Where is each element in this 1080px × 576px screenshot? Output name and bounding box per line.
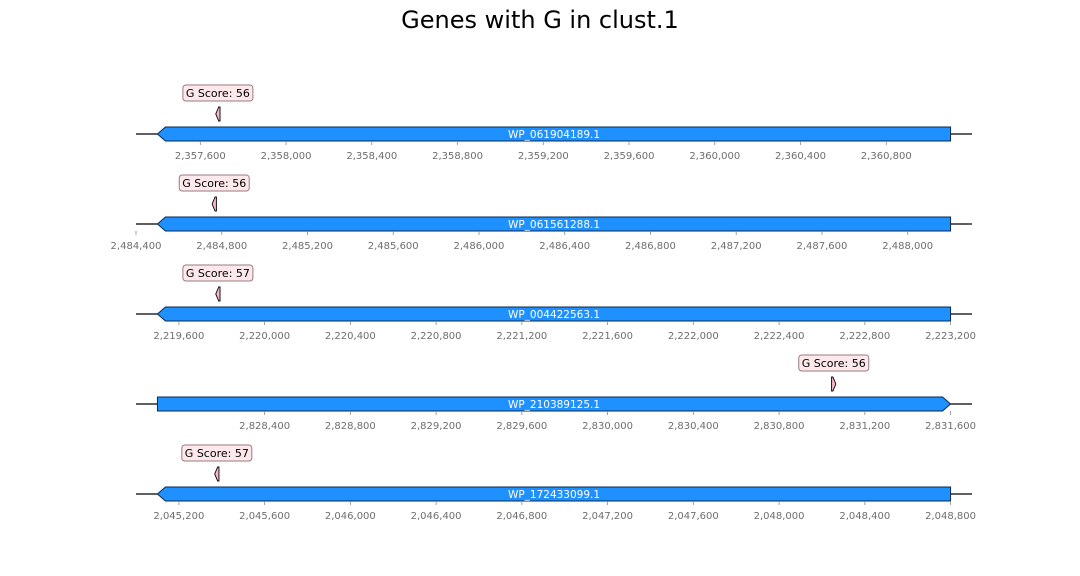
feature-marker (831, 376, 837, 392)
tick-label: 2,358,000 (261, 151, 312, 162)
tick-label: 2,360,800 (861, 151, 912, 162)
tick-label: 2,220,800 (411, 331, 462, 342)
tick-label: 2,486,800 (625, 241, 676, 252)
gene-track: WP_004422563.1 2,219,600 2,220,000 2,220,40… (136, 264, 976, 342)
tick-label: 2,046,800 (496, 511, 547, 522)
gene-label: WP_004422563.1 (508, 309, 600, 321)
score-label: G Score: 56 (802, 357, 866, 370)
tick-label: 2,048,000 (754, 511, 805, 522)
gene-label: WP_061904189.1 (508, 129, 600, 141)
feature-marker (215, 106, 221, 122)
tick-label: 2,829,200 (411, 421, 462, 432)
tick-label: 2,221,600 (582, 331, 633, 342)
tick-label: 2,831,200 (839, 421, 890, 432)
tick-label: 2,222,000 (668, 331, 719, 342)
tick-label: 2,359,200 (518, 151, 569, 162)
tick-label: 2,048,800 (925, 511, 976, 522)
tick-label: 2,222,800 (839, 331, 890, 342)
tick-label: 2,830,800 (754, 421, 805, 432)
tick-label: 2,222,400 (754, 331, 805, 342)
score-badge (182, 264, 254, 282)
tick-label: 2,487,600 (796, 241, 847, 252)
tick-label: 2,045,200 (153, 511, 204, 522)
tick-label: 2,486,000 (454, 241, 505, 252)
tick-label: 2,830,000 (582, 421, 633, 432)
tick-label: 2,047,600 (668, 511, 719, 522)
tick-label: 2,223,200 (925, 331, 976, 342)
tick-label: 2,830,400 (668, 421, 719, 432)
feature-marker (215, 286, 221, 302)
tick-label: 2,484,400 (111, 241, 162, 252)
tick-label: 2,360,400 (775, 151, 826, 162)
tick-label: 2,045,600 (239, 511, 290, 522)
tick-label: 2,220,400 (325, 331, 376, 342)
tick-label: 2,219,600 (153, 331, 204, 342)
tick-label: 2,046,400 (411, 511, 462, 522)
tick-label: 2,359,600 (604, 151, 655, 162)
score-badge (182, 84, 254, 102)
score-badge (798, 354, 870, 372)
tick-label: 2,829,600 (496, 421, 547, 432)
gene-label: WP_210389125.1 (508, 399, 600, 411)
feature-marker (214, 466, 220, 482)
tick-label: 2,221,200 (496, 331, 547, 342)
gene-arrow (156, 396, 952, 412)
tick-label: 2,484,800 (196, 241, 247, 252)
gene-arrow (156, 216, 952, 232)
score-label: G Score: 56 (186, 87, 250, 100)
tick-label: 2,360,000 (689, 151, 740, 162)
score-label: G Score: 57 (185, 447, 249, 460)
tick-label: 2,488,000 (882, 241, 933, 252)
score-label: G Score: 57 (186, 267, 250, 280)
tick-label: 2,828,800 (325, 421, 376, 432)
tick-label: 2,357,600 (175, 151, 226, 162)
gene-arrow (156, 126, 952, 142)
chart-title: Genes with G in clust.1 (401, 6, 679, 34)
tick-label: 2,358,800 (432, 151, 483, 162)
tick-label: 2,046,000 (325, 511, 376, 522)
gene-arrow (156, 306, 952, 322)
tick-label: 2,828,400 (239, 421, 290, 432)
tick-label: 2,048,400 (839, 511, 890, 522)
gene-track: WP_061561288.1 2,484,400 2,484,800 2,485,20… (111, 174, 972, 252)
feature-marker (211, 196, 217, 212)
gene-label: WP_061561288.1 (508, 219, 600, 231)
tick-label: 2,047,200 (582, 511, 633, 522)
score-badge (181, 444, 253, 462)
tick-label: 2,485,600 (368, 241, 419, 252)
tick-label: 2,487,200 (711, 241, 762, 252)
gene-track: WP_210389125.1 2,828,400 2,828,800 2,829,20… (136, 354, 976, 432)
tick-label: 2,220,000 (239, 331, 290, 342)
gene-arrow (156, 486, 952, 502)
tick-label: 2,485,200 (282, 241, 333, 252)
gene-track: WP_061904189.1 2,357,600 2,358,000 2,358,40… (136, 84, 972, 162)
tick-label: 2,831,600 (925, 421, 976, 432)
score-label: G Score: 56 (182, 177, 246, 190)
tick-label: 2,358,400 (346, 151, 397, 162)
score-badge (178, 174, 250, 192)
gene-label: WP_172433099.1 (508, 489, 600, 501)
tick-label: 2,486,400 (539, 241, 590, 252)
gene-track: WP_172433099.1 2,045,200 2,045,600 2,046,00… (136, 444, 976, 522)
